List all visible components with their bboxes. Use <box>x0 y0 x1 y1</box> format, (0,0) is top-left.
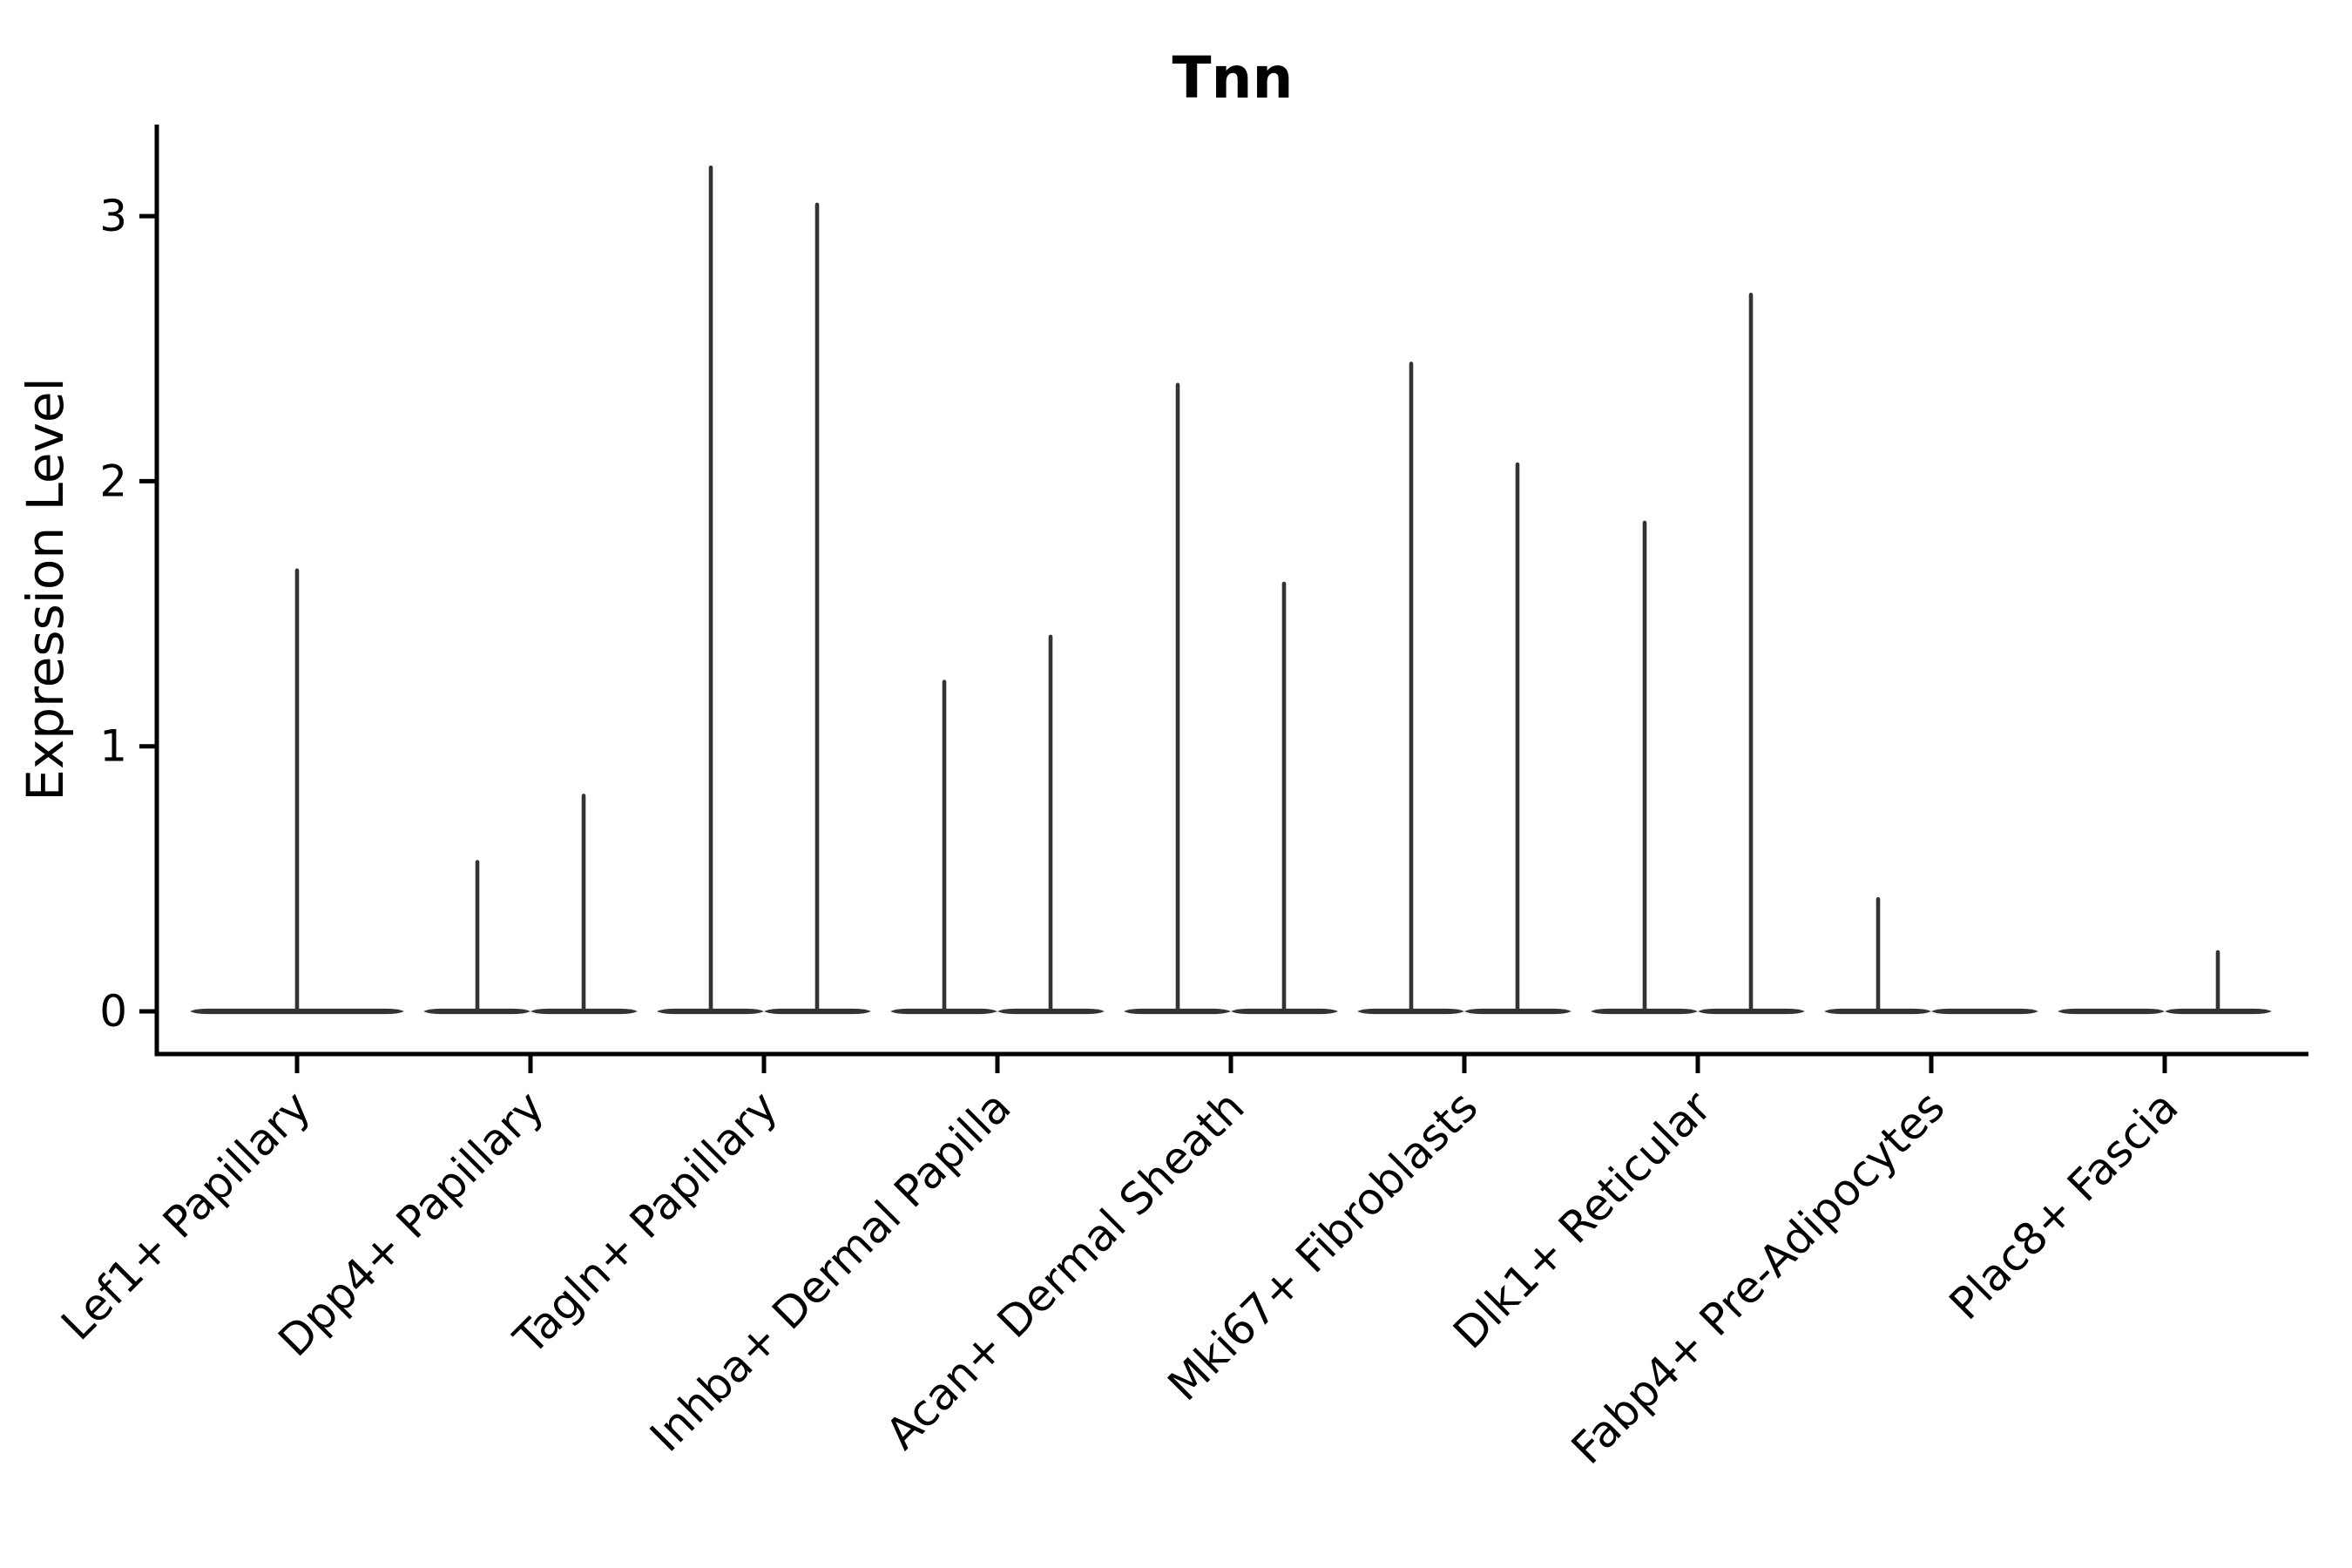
y-tick-label: 3 <box>99 191 127 241</box>
x-tick-label: Fabp4+ Pre-Adipocytes <box>1562 1081 1955 1474</box>
x-tick-label: Plac8+ Fascia <box>1940 1081 2188 1329</box>
x-tick-label: Lef1+ Papillary <box>51 1081 320 1349</box>
violin-base <box>2058 1008 2165 1015</box>
y-tick-label: 2 <box>99 456 127 506</box>
y-axis-label: Expression Level <box>16 377 75 801</box>
violin-base <box>1931 1008 2038 1015</box>
y-tick-label: 0 <box>99 986 127 1037</box>
x-tick-label: Dlk1+ Reticular <box>1443 1081 1720 1358</box>
chart-title: Tnn <box>1173 44 1294 112</box>
y-tick-label: 1 <box>99 721 127 772</box>
